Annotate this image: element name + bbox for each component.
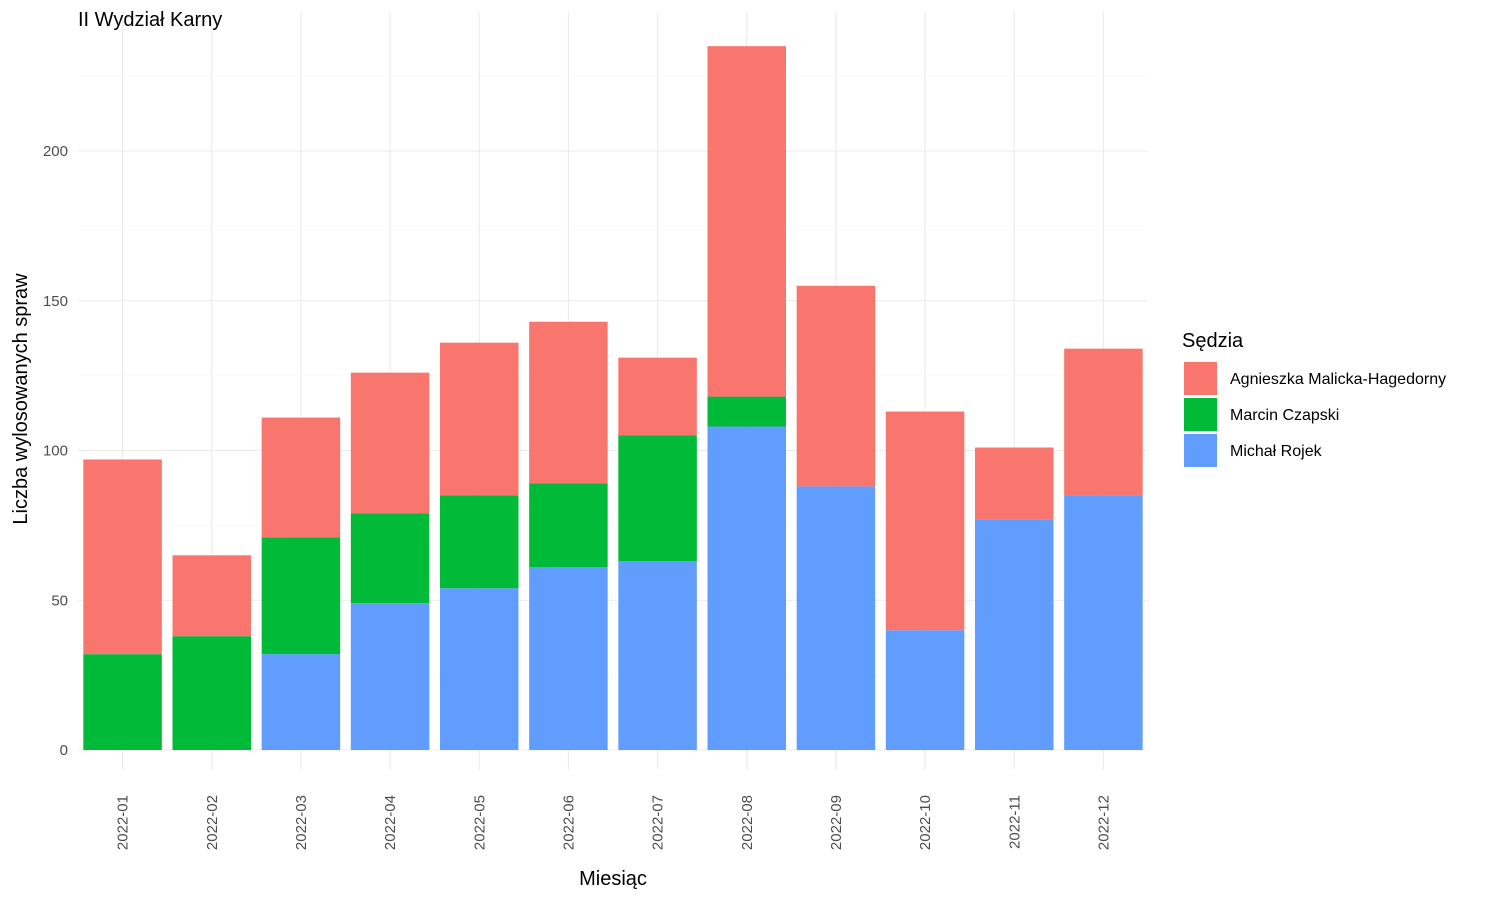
bar-segment — [707, 46, 786, 397]
y-tick-label: 200 — [43, 143, 68, 160]
bar-segment — [350, 603, 430, 750]
legend-title: Sędzia — [1182, 330, 1244, 352]
legend-swatch — [1184, 434, 1217, 467]
legend-swatch — [1184, 362, 1217, 395]
bar-segment — [350, 513, 430, 604]
legend-items: Agnieszka Malicka-Hagedorny Marcin Czapsk… — [1184, 362, 1446, 467]
bar-segment — [83, 459, 162, 655]
bar-segment — [885, 630, 965, 750]
x-axis-ticks: 2022-01 2022-02 2022-03 2022-04 2022-05 2022-… — [115, 795, 1113, 850]
legend-label: Michał Rojek — [1230, 443, 1323, 460]
x-tick-label: 2022-05 — [471, 795, 488, 850]
bar-segment — [440, 495, 519, 589]
bar-segment — [707, 396, 786, 427]
legend-label: Agnieszka Malicka-Hagedorny — [1230, 371, 1446, 388]
x-tick-label: 2022-07 — [650, 795, 667, 850]
chart-title: II Wydział Karny — [78, 9, 222, 31]
y-axis-ticks: 0 50 100 150 200 — [43, 143, 68, 759]
bar-segment — [618, 357, 697, 436]
bar-segment — [172, 636, 251, 750]
y-tick-label: 150 — [43, 293, 68, 310]
legend: Sędzia Agnieszka Malicka-Hagedorny Marcin… — [1182, 330, 1446, 467]
x-tick-label: 2022-11 — [1006, 795, 1023, 849]
x-tick-label: 2022-06 — [560, 795, 577, 850]
x-tick-label: 2022-12 — [1095, 795, 1112, 850]
bar-segment — [707, 426, 786, 750]
bar-segment — [261, 654, 341, 750]
x-axis-title: Miesiąc — [579, 868, 647, 890]
bar-segment — [529, 483, 608, 568]
x-tick-label: 2022-04 — [382, 795, 399, 850]
bar-segment — [796, 486, 876, 750]
legend-label: Marcin Czapski — [1230, 407, 1339, 424]
bar-segment — [83, 654, 162, 750]
bar-segment — [440, 342, 519, 496]
bar-segment — [261, 537, 341, 655]
y-tick-label: 0 — [60, 742, 68, 759]
y-tick-label: 100 — [43, 443, 68, 460]
bar-segment — [172, 555, 251, 637]
x-tick-label: 2022-01 — [115, 795, 132, 850]
bar-segment — [975, 447, 1054, 520]
bar-segment — [975, 519, 1054, 750]
x-tick-label: 2022-09 — [828, 795, 845, 850]
bar-segment — [618, 561, 697, 750]
bars — [83, 46, 1143, 750]
bar-segment — [529, 321, 608, 484]
bar-segment — [885, 411, 965, 631]
bar-segment — [440, 588, 519, 750]
x-tick-label: 2022-08 — [739, 795, 756, 850]
bar-segment — [350, 372, 430, 514]
bar-segment — [529, 567, 608, 750]
x-tick-label: 2022-10 — [917, 795, 934, 850]
y-axis-title: Liczba wylosowanych spraw — [10, 273, 32, 525]
y-tick-label: 50 — [51, 592, 68, 609]
bar-segment — [796, 285, 876, 487]
legend-swatch — [1184, 398, 1217, 431]
x-tick-label: 2022-03 — [293, 795, 310, 850]
bar-segment — [1064, 495, 1143, 750]
bar-segment — [618, 435, 697, 562]
x-tick-label: 2022-02 — [204, 795, 221, 850]
bar-segment — [261, 417, 341, 538]
bar-segment — [1064, 348, 1143, 496]
